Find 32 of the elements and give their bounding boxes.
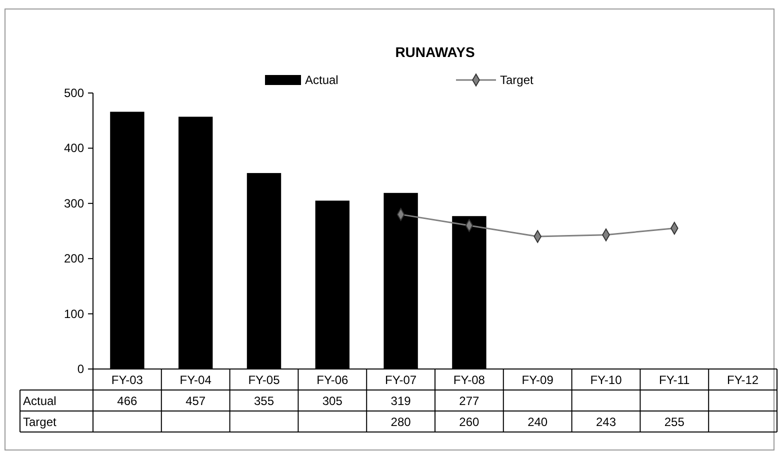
y-tick-label: 200: [64, 252, 84, 266]
x-tick-label: FY-10: [590, 373, 622, 387]
legend-label: Target: [500, 73, 534, 87]
chart-title: RUNAWAYS: [395, 44, 475, 60]
x-tick-label: FY-06: [316, 373, 349, 387]
data-label: 280: [390, 415, 412, 429]
y-tick-label: 500: [64, 86, 84, 100]
data-label: 319: [390, 394, 412, 408]
data-label: 243: [596, 415, 616, 429]
data-label: 457: [186, 394, 206, 408]
x-tick-label: FY-03: [111, 373, 144, 387]
x-tick-label: FY-11: [659, 373, 690, 387]
data-label: 260: [459, 415, 480, 429]
x-tick-label: FY-09: [522, 373, 554, 387]
y-tick-label: 400: [64, 141, 84, 156]
legend-label: Actual: [305, 73, 338, 87]
x-tick-label: FY-12: [727, 373, 759, 387]
text: Actual: [23, 394, 56, 408]
text: Target: [23, 415, 56, 429]
data-label: 466: [117, 394, 138, 408]
y-tick-label: 100: [64, 306, 84, 321]
x-tick-label: FY-08: [453, 373, 486, 387]
data-label: 305: [322, 394, 343, 408]
data-label: 277: [459, 394, 480, 408]
data-label: 255: [664, 415, 685, 429]
x-tick-label: FY-07: [385, 373, 417, 387]
x-tick-label: FY-05: [248, 373, 280, 387]
y-tick-label: 300: [64, 196, 84, 210]
data-label: 240: [528, 415, 548, 429]
data-label: 355: [254, 394, 274, 408]
y-tick-label: 0: [77, 362, 84, 376]
x-tick-label: FY-04: [180, 373, 212, 387]
